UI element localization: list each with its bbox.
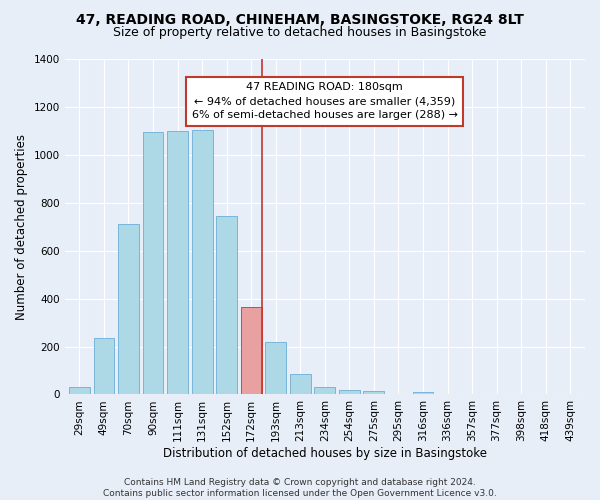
Text: Size of property relative to detached houses in Basingstoke: Size of property relative to detached ho… xyxy=(113,26,487,39)
Bar xyxy=(413,392,433,394)
Bar xyxy=(290,374,311,394)
Bar xyxy=(265,342,286,394)
Text: 47 READING ROAD: 180sqm
← 94% of detached houses are smaller (4,359)
6% of semi-: 47 READING ROAD: 180sqm ← 94% of detache… xyxy=(192,82,458,120)
Bar xyxy=(339,390,360,394)
Bar xyxy=(364,391,385,394)
Bar xyxy=(69,388,90,394)
Bar xyxy=(167,131,188,394)
X-axis label: Distribution of detached houses by size in Basingstoke: Distribution of detached houses by size … xyxy=(163,447,487,460)
Bar xyxy=(216,216,237,394)
Text: Contains HM Land Registry data © Crown copyright and database right 2024.
Contai: Contains HM Land Registry data © Crown c… xyxy=(103,478,497,498)
Text: 47, READING ROAD, CHINEHAM, BASINGSTOKE, RG24 8LT: 47, READING ROAD, CHINEHAM, BASINGSTOKE,… xyxy=(76,12,524,26)
Bar xyxy=(143,132,163,394)
Bar xyxy=(191,130,212,394)
Bar xyxy=(241,307,262,394)
Y-axis label: Number of detached properties: Number of detached properties xyxy=(15,134,28,320)
Bar xyxy=(94,338,115,394)
Bar xyxy=(314,388,335,394)
Bar xyxy=(118,224,139,394)
